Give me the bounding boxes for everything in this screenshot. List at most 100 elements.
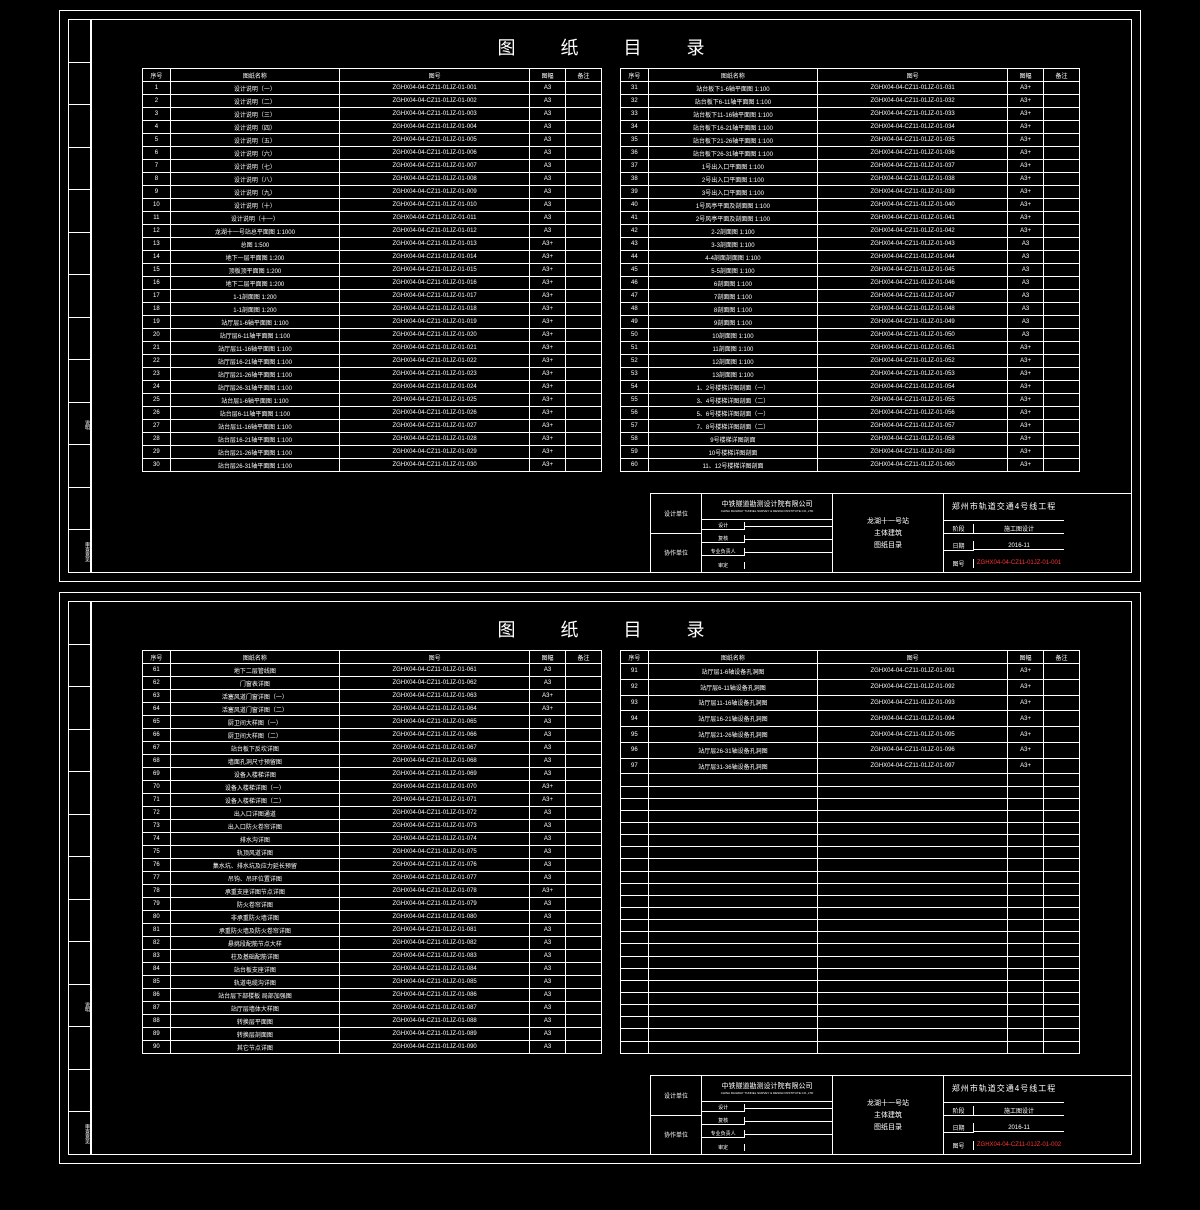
cell-note [566,1015,602,1028]
cell-size: A3 [1008,251,1044,264]
cell-name: 站台板下16-21轴平面图 1:100 [648,121,817,134]
cell-name: 站台板下6-11轴平面图 1:100 [648,95,817,108]
doc-type: 图纸目录 [874,540,902,550]
cell-size: A3+ [1008,108,1044,121]
cell-seq: 39 [621,186,649,199]
station-name: 龙湖十一号站 [867,1098,909,1108]
cell-note [1044,742,1080,758]
cell-seq: 75 [143,846,171,859]
cell-note [1044,173,1080,186]
cell-seq: 21 [143,342,171,355]
cell-size: A3+ [1008,212,1044,225]
cell-seq: 57 [621,420,649,433]
cell-size: A3+ [530,277,566,290]
cell-note [566,833,602,846]
cell-size: A3+ [1008,225,1044,238]
cell-seq: 55 [621,394,649,407]
cell-code: ZGHX04-04-CZ11-01JZ-01-039 [818,186,1008,199]
table-row: 20站厅层6-11轴平面图 1:100ZGHX04-04-CZ11-01JZ-0… [143,329,602,342]
cell-code: ZGHX04-04-CZ11-01JZ-01-088 [340,1015,530,1028]
cell-seq: 15 [143,264,171,277]
cell-seq: 93 [621,695,649,711]
frame: 图 纸 目 录 序号 图纸名称 图号 图幅 备注 1设计说明（一）ZGHX04-… [90,19,1132,573]
cell-note [1044,160,1080,173]
cell-seq: 73 [143,820,171,833]
cell-name: 8剖面图 1:100 [648,303,817,316]
cell-note [1044,355,1080,368]
cell-code: ZGHX04-04-CZ11-01JZ-01-095 [818,727,1008,743]
cell-name: 站台板支座详图 [170,963,339,976]
cell-seq: 45 [621,264,649,277]
cell-seq: 82 [143,937,171,950]
table-row: 6设计说明（六）ZGHX04-04-CZ11-01JZ-01-006A3 [143,147,602,160]
cell-name: 站台板下26-31轴平面图 1:100 [648,147,817,160]
table-row: 75轨顶风道详图ZGHX04-04-CZ11-01JZ-01-075A3 [143,846,602,859]
cell-seq: 84 [143,963,171,976]
cell-seq: 51 [621,342,649,355]
cell-seq: 32 [621,95,649,108]
cell-name: 站厅层31-36轴设备孔洞图 [648,758,817,774]
cell-name: 设计说明（七） [170,160,339,173]
cell-name: 站厅层1-6轴设备孔洞图 [648,664,817,680]
cell-code: ZGHX04-04-CZ11-01JZ-01-040 [818,199,1008,212]
cell-seq: 67 [143,742,171,755]
cell-code: ZGHX04-04-CZ11-01JZ-01-043 [818,238,1008,251]
table-row: 455-5剖面图 1:100ZGHX04-04-CZ11-01JZ-01-045… [621,264,1080,277]
cell-code: ZGHX04-04-CZ11-01JZ-01-008 [340,173,530,186]
cell-name: 站台层26-31轴平面图 1:100 [170,459,339,472]
table-row: 28站台层16-21轴平面图 1:100ZGHX04-04-CZ11-01JZ-… [143,433,602,446]
cell-seq: 97 [621,758,649,774]
cell-size: A3+ [530,433,566,446]
cell-code: ZGHX04-04-CZ11-01JZ-01-026 [340,407,530,420]
cell-name: 站厅层16-21轴平面图 1:100 [170,355,339,368]
cell-code: ZGHX04-04-CZ11-01JZ-01-082 [340,937,530,950]
cell-name: 11、12号楼梯详图剖面 [648,459,817,472]
strip-cell [69,148,91,191]
table-row: 66厨卫间大样图（二）ZGHX04-04-CZ11-01JZ-01-066A3 [143,729,602,742]
cell-code: ZGHX04-04-CZ11-01JZ-01-041 [818,212,1008,225]
cell-note [566,937,602,950]
cell-size: A3+ [1008,368,1044,381]
cell-seq: 49 [621,316,649,329]
cell-size: A3 [530,173,566,186]
table-row: 577、8号楼梯详图剖面（二）ZGHX04-04-CZ11-01JZ-01-05… [621,420,1080,433]
table-row-empty [621,1041,1080,1053]
cell-seq: 38 [621,173,649,186]
cell-size: A3 [530,989,566,1002]
cell-code: ZGHX04-04-CZ11-01JZ-01-083 [340,950,530,963]
cell-note [566,690,602,703]
cell-name: 站厅层6-11轴设备孔洞图 [648,679,817,695]
table-row: 26站台层6-11轴平面图 1:100ZGHX04-04-CZ11-01JZ-0… [143,407,602,420]
cell-code: ZGHX04-04-CZ11-01JZ-01-070 [340,781,530,794]
table-row-empty [621,956,1080,968]
cell-size: A3+ [1008,446,1044,459]
cell-size: A3+ [1008,121,1044,134]
cell-name: 悬挑段配筋节点大样 [170,937,339,950]
cell-note [566,238,602,251]
cell-size: A3+ [530,781,566,794]
cell-seq: 74 [143,833,171,846]
cell-code: ZGHX04-04-CZ11-01JZ-01-010 [340,199,530,212]
th-code: 图号 [340,69,530,82]
cell-code: ZGHX04-04-CZ11-01JZ-01-023 [340,368,530,381]
cell-size: A3 [530,768,566,781]
table-row: 30站台层26-31轴平面图 1:100ZGHX04-04-CZ11-01JZ-… [143,459,602,472]
table-row-empty [621,980,1080,992]
cell-size: A3 [530,82,566,95]
cell-seq: 14 [143,251,171,264]
cell-name: 站台板下反坎详图 [170,742,339,755]
th-name: 图纸名称 [648,69,817,82]
cell-code: ZGHX04-04-CZ11-01JZ-01-067 [340,742,530,755]
table-row-empty [621,774,1080,786]
table-row-empty [621,932,1080,944]
cell-seq: 77 [143,872,171,885]
strip-cell [69,105,91,148]
cell-name: 站厅层21-26轴平面图 1:100 [170,368,339,381]
table-row: 181-1剖面图 1:200ZGHX04-04-CZ11-01JZ-01-018… [143,303,602,316]
cell-size: A3+ [1008,407,1044,420]
cell-code: ZGHX04-04-CZ11-01JZ-01-057 [818,420,1008,433]
cell-name: 柱及基础配筋详图 [170,950,339,963]
cell-code: ZGHX04-04-CZ11-01JZ-01-030 [340,459,530,472]
cell-size: A3+ [530,251,566,264]
cell-code: ZGHX04-04-CZ11-01JZ-01-089 [340,1028,530,1041]
